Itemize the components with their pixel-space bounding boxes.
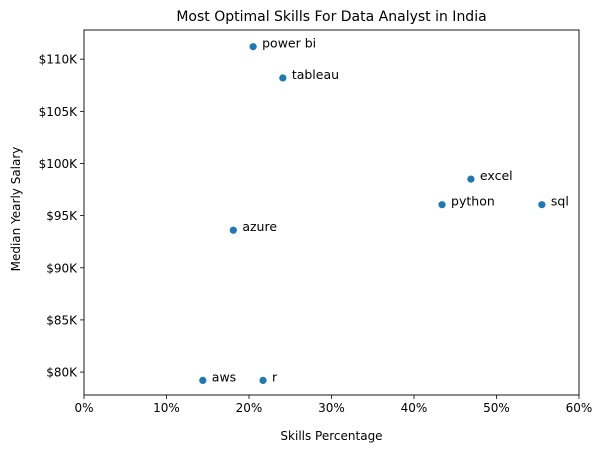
data-point [249,43,257,51]
data-point-label: power bi [262,36,316,51]
y-tick-label: $110K [39,53,79,67]
x-tick-label: 60% [566,401,593,415]
y-axis-ticks: $80K $85K $90K $95K $100K $105K $110K [39,53,84,380]
x-tick-label: 50% [483,401,510,415]
data-point-label: excel [480,168,513,183]
y-tick-label: $100K [39,157,79,171]
data-point-label: r [272,369,278,384]
y-tick-label: $90K [46,261,78,275]
x-axis-label: Skills Percentage [280,429,382,443]
data-point [279,74,287,82]
y-tick-label: $95K [46,209,78,223]
data-point [538,201,546,209]
plot-points [199,43,546,384]
data-point [229,226,237,234]
point-labels: power bi tableau excel python sql azure aws r [212,36,569,385]
x-tick-label: 20% [236,401,263,415]
y-axis-label: Median Yearly Salary [9,147,23,272]
data-point [438,201,446,209]
x-tick-label: 10% [153,401,180,415]
plot-area-frame [83,29,580,396]
y-tick-label: $80K [46,366,78,380]
data-point-label: python [451,194,495,209]
x-tick-label: 30% [318,401,345,415]
chart-title: Most Optimal Skills For Data Analyst in … [176,9,486,25]
data-point [199,376,207,384]
data-point-label: aws [212,369,236,384]
x-axis-ticks: 0% 10% 20% 30% 40% 50% 60% [74,395,592,415]
data-point [467,175,475,183]
data-point [259,376,267,384]
y-tick-label: $105K [39,105,79,119]
x-tick-label: 0% [74,401,93,415]
data-point-label: tableau [292,67,339,82]
data-point-label: sql [551,194,569,209]
y-tick-label: $85K [46,313,78,327]
x-tick-label: 40% [401,401,428,415]
data-point-label: azure [242,219,277,234]
